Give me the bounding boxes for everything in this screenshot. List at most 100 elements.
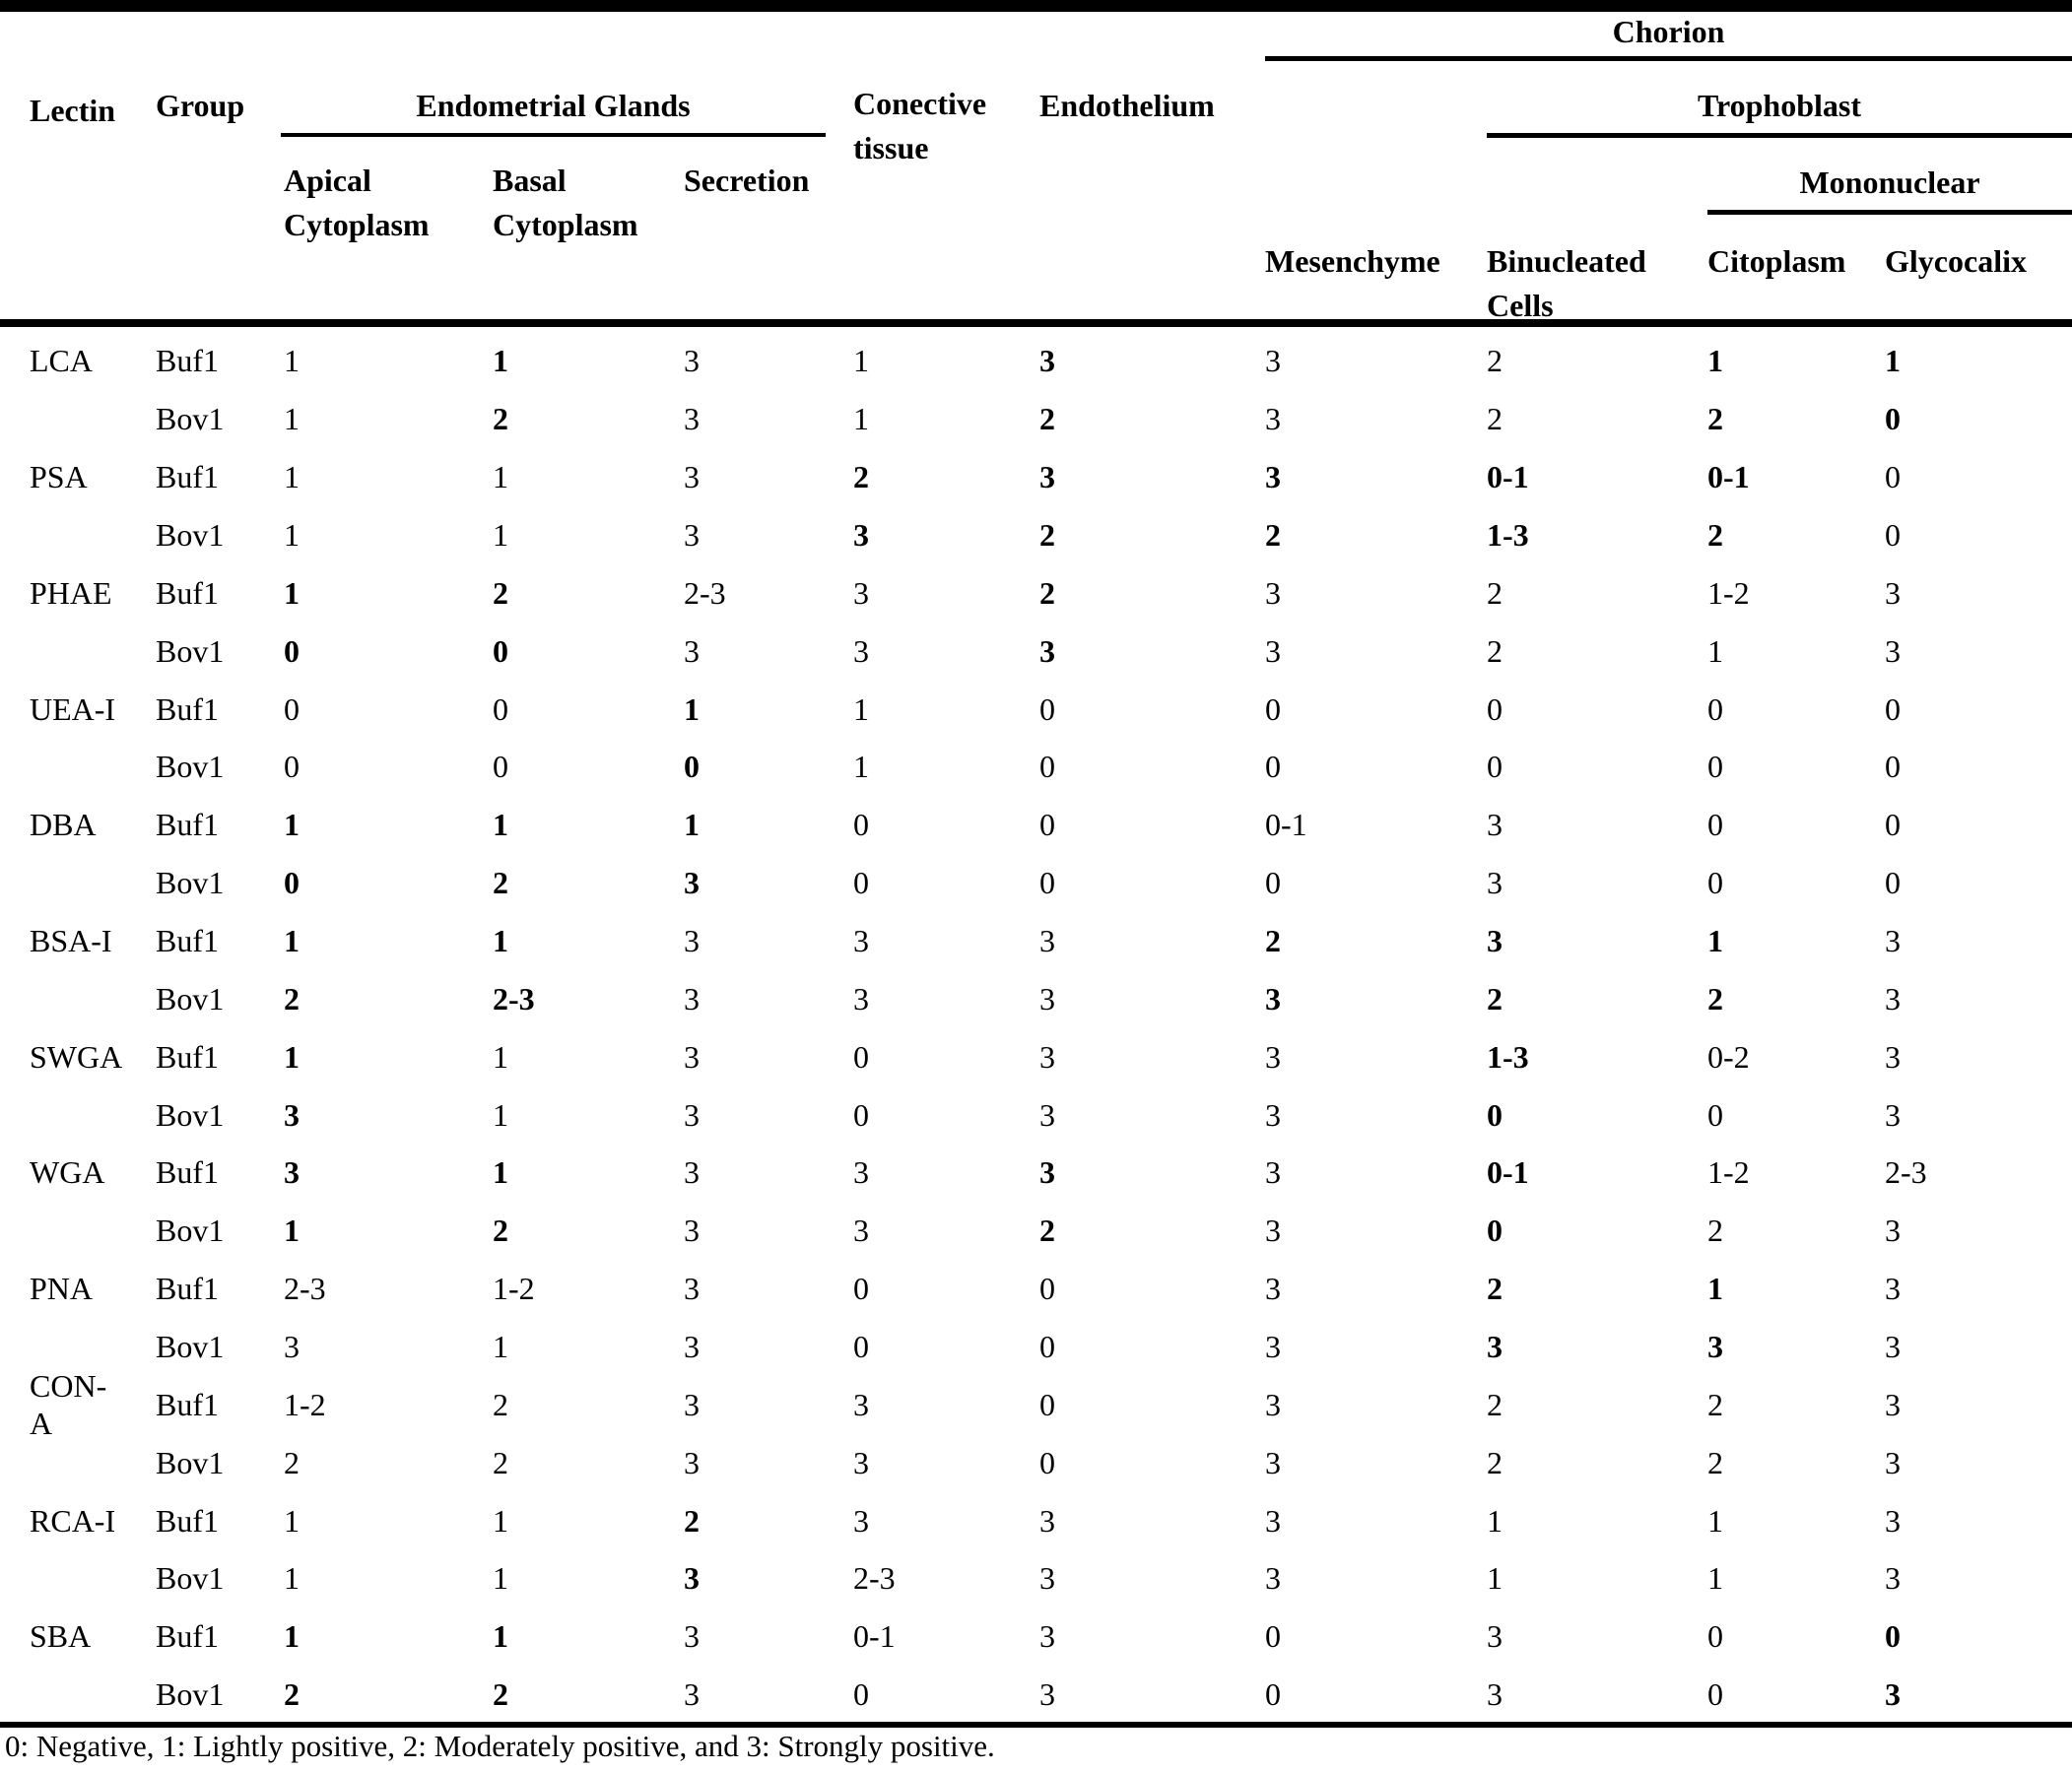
value-cell: 1 — [1487, 1502, 1503, 1539]
table-row: CON-A Buf1 1-2 2 3 3 0 3 2 2 3 — [0, 1368, 2072, 1441]
value-cell: 0 — [1039, 1444, 1055, 1480]
value-cell: 2-3 — [284, 1271, 326, 1307]
header-secretion: Secretion — [684, 163, 810, 198]
table-row: PNA Buf1 2-3 1-2 3 0 0 3 2 1 3 — [0, 1260, 2072, 1318]
value-cell: 1 — [1707, 1560, 1723, 1597]
value-cell: 3 — [284, 1096, 300, 1133]
header-mononuclear: Mononuclear — [1799, 164, 1980, 200]
table-body: LCA Buf1 1 1 3 1 3 3 2 1 1 Bov1 1 2 3 1 2 3 2 2 0 PSA Buf1 1 1 3 2… — [0, 332, 2072, 1724]
value-cell: 1 — [1707, 343, 1723, 379]
value-cell: 0 — [1885, 459, 1901, 495]
lectin-cell: CON-A — [30, 1367, 107, 1441]
lectin-cell: UEA-I — [30, 690, 116, 727]
value-cell: 0-1 — [1265, 807, 1307, 843]
value-cell: 0-1 — [1487, 459, 1529, 495]
value-cell: 3 — [684, 1618, 700, 1655]
value-cell: 0 — [284, 632, 300, 669]
value-cell: 0 — [684, 749, 700, 785]
value-cell: 0 — [1487, 1096, 1503, 1133]
value-cell: 1 — [1707, 632, 1723, 669]
lectin-cell: LCA — [30, 343, 93, 379]
group-cell: Bov1 — [156, 1676, 225, 1713]
header-glycocalix: Glycocalix — [1885, 243, 2027, 279]
lectin-cell: PSA — [30, 459, 88, 495]
table-row: Bov1 1 2 3 3 2 3 0 2 3 — [0, 1202, 2072, 1260]
group-cell: Buf1 — [156, 690, 219, 727]
value-cell: 0 — [1885, 517, 1901, 553]
header-endometrial-glands: Endometrial Glands — [416, 88, 691, 123]
value-cell: 3 — [1265, 1038, 1281, 1075]
value-cell: 3 — [1487, 1329, 1503, 1365]
value-cell: 3 — [1039, 1096, 1055, 1133]
group-cell: Bov1 — [156, 401, 225, 437]
value-cell: 3 — [684, 459, 700, 495]
value-cell: 0 — [1265, 865, 1281, 901]
value-cell: 2 — [493, 1213, 508, 1249]
value-cell: 3 — [1487, 1676, 1503, 1713]
table-row: Bov1 2 2-3 3 3 3 3 2 2 3 — [0, 969, 2072, 1027]
value-cell: 2 — [284, 980, 300, 1017]
value-cell: 1 — [493, 459, 508, 495]
value-cell: 3 — [684, 980, 700, 1017]
value-cell: 1 — [493, 923, 508, 959]
value-cell: 2-3 — [684, 574, 726, 611]
value-cell: 3 — [684, 1329, 700, 1365]
value-cell: 2 — [1487, 574, 1503, 611]
value-cell: 0 — [1265, 690, 1281, 727]
value-cell: 2 — [493, 401, 508, 437]
value-cell: 3 — [684, 865, 700, 901]
group-cell: Buf1 — [156, 923, 219, 959]
value-cell: 0 — [853, 807, 869, 843]
value-cell: 3 — [853, 574, 869, 611]
table-row: WGA Buf1 3 1 3 3 3 3 0-1 1-2 2-3 — [0, 1144, 2072, 1202]
value-cell: 3 — [684, 1154, 700, 1191]
value-cell: 2 — [284, 1444, 300, 1480]
lectin-cell: PNA — [30, 1271, 94, 1307]
value-cell: 0 — [1265, 1618, 1281, 1655]
lectin-cell: BSA-I — [30, 923, 112, 959]
value-cell: 0 — [284, 690, 300, 727]
table-row: Bov1 1 2 3 1 2 3 2 2 0 — [0, 390, 2072, 448]
value-cell: 2 — [1487, 632, 1503, 669]
value-cell: 2 — [1039, 1213, 1055, 1249]
value-cell: 3 — [1885, 1096, 1901, 1133]
group-cell: Buf1 — [156, 1502, 219, 1539]
endometrial-glands-underline — [281, 133, 826, 137]
value-cell: 0 — [1039, 1271, 1055, 1307]
table-row: SBA Buf1 1 1 3 0-1 3 0 3 0 0 — [0, 1607, 2072, 1666]
header-apical-cytoplasm: Apical Cytoplasm — [284, 163, 430, 242]
value-cell: 3 — [684, 343, 700, 379]
value-cell: 1-2 — [1707, 1154, 1750, 1191]
value-cell: 2 — [493, 1444, 508, 1480]
table-row: Bov1 0 0 0 1 0 0 0 0 0 — [0, 738, 2072, 796]
value-cell: 0 — [1039, 807, 1055, 843]
value-cell: 3 — [684, 1271, 700, 1307]
lectin-cell: DBA — [30, 807, 97, 843]
group-cell: Bov1 — [156, 749, 225, 785]
value-cell: 0 — [1707, 807, 1723, 843]
value-cell: 0 — [493, 749, 508, 785]
value-cell: 3 — [853, 1213, 869, 1249]
value-cell: 3 — [684, 1444, 700, 1480]
value-cell: 1 — [284, 1618, 300, 1655]
value-cell: 0 — [1039, 1386, 1055, 1422]
value-cell: 2 — [1487, 1444, 1503, 1480]
value-cell: 0 — [853, 1329, 869, 1365]
chorion-underline — [1265, 56, 2072, 61]
value-cell: 3 — [684, 1386, 700, 1422]
value-cell: 3 — [1265, 459, 1281, 495]
table-row: UEA-I Buf1 0 0 1 1 0 0 0 0 0 — [0, 680, 2072, 738]
group-cell: Bov1 — [156, 1329, 225, 1365]
value-cell: 3 — [1039, 923, 1055, 959]
header-lectin: Lectin — [30, 93, 116, 128]
value-cell: 0 — [1885, 401, 1901, 437]
value-cell: 2 — [1707, 1444, 1723, 1480]
lectin-cell: SWGA — [30, 1038, 123, 1075]
group-cell: Buf1 — [156, 1386, 219, 1422]
value-cell: 2-3 — [1885, 1154, 1927, 1191]
value-cell: 3 — [684, 1213, 700, 1249]
value-cell: 3 — [1265, 1154, 1281, 1191]
value-cell: 3 — [1039, 980, 1055, 1017]
table-row: BSA-I Buf1 1 1 3 3 3 2 3 1 3 — [0, 912, 2072, 970]
value-cell: 3 — [1039, 459, 1055, 495]
